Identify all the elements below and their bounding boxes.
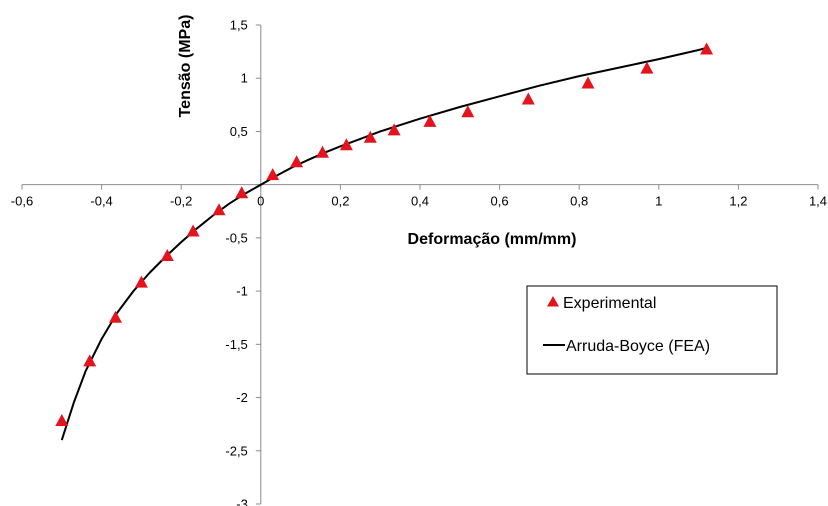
- data-point-experimental: [212, 203, 226, 216]
- series-line-arruda-boyce: [60, 46, 707, 441]
- x-tick-label: 1: [655, 194, 662, 209]
- legend-label-experimental: Experimental: [563, 295, 656, 312]
- y-tick-label: 1,5: [230, 18, 248, 33]
- legend-box: [526, 285, 778, 375]
- x-tick-label: 0,4: [411, 194, 429, 209]
- data-point-experimental: [235, 186, 249, 199]
- data-point-experimental: [700, 42, 714, 55]
- data-point-experimental: [363, 130, 377, 143]
- y-tick-label: -2: [236, 390, 248, 405]
- y-axis-label: Tensão (MPa): [177, 15, 194, 118]
- data-point-experimental: [109, 310, 122, 323]
- x-tick-label: 0,2: [331, 194, 349, 209]
- data-point-experimental: [581, 76, 595, 89]
- data-point-experimental: [423, 114, 437, 127]
- data-point-experimental: [316, 145, 329, 158]
- y-tick-label: 0,5: [230, 124, 248, 139]
- x-tick-label: -0,2: [170, 194, 192, 209]
- x-tick-label: 1,4: [809, 194, 827, 209]
- data-point-experimental: [461, 105, 475, 118]
- legend-marker-experimental: [547, 296, 559, 307]
- y-tick-label: -2,5: [225, 443, 247, 458]
- data-point-experimental: [83, 354, 97, 367]
- x-tick-label: 0: [257, 194, 264, 209]
- y-tick-label: -1: [236, 284, 248, 299]
- y-tick-labels: 1,5 1 0,5 -0,5 -1 -1,5 -2 -2,5 -3: [225, 18, 247, 506]
- y-tick-label: -3: [236, 497, 248, 506]
- data-point-experimental: [290, 155, 304, 168]
- y-tick-label: -1,5: [225, 337, 247, 352]
- data-point-experimental: [160, 249, 174, 261]
- x-axis-label: Deformação (mm/mm): [408, 231, 577, 248]
- x-tick-label: 0,8: [570, 194, 588, 209]
- data-point-experimental: [266, 168, 280, 181]
- y-tick-label: -0,5: [225, 230, 247, 245]
- axes: [21, 24, 819, 505]
- legend: Experimental Arruda-Boyce (FEA): [526, 285, 778, 375]
- x-tick-label: 1,2: [729, 194, 747, 209]
- data-point-experimental: [134, 275, 148, 288]
- data-point-experimental: [387, 123, 401, 136]
- y-tick-label: 1: [241, 71, 248, 86]
- data-point-experimental: [339, 138, 353, 151]
- data-point-experimental: [640, 61, 654, 74]
- x-tick-label: -0,6: [11, 194, 33, 209]
- data-point-experimental: [186, 224, 200, 237]
- legend-label-arruda-boyce: Arruda-Boyce (FEA): [566, 338, 710, 355]
- x-tick-labels: -0,6 -0,4 -0,2 0 0,2 0,4 0,6 0,8 1 1,2 1,4: [11, 194, 827, 209]
- data-point-experimental: [55, 414, 69, 426]
- plot-area: [55, 42, 714, 441]
- x-tick-label: -0,4: [90, 194, 112, 209]
- data-point-experimental: [521, 92, 535, 105]
- x-tick-label: 0,6: [491, 194, 509, 209]
